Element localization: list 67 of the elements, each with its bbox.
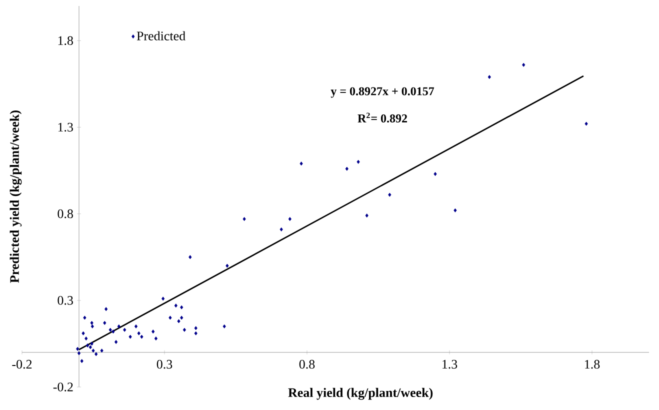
point (242, 217, 246, 222)
point (222, 324, 226, 328)
point (300, 162, 303, 166)
point (194, 326, 198, 330)
x-tick-label: 1.3 (442, 360, 458, 369)
point (180, 316, 184, 320)
point (134, 324, 138, 328)
point (174, 304, 178, 308)
y-tick-label: -0.2 (53, 382, 73, 392)
point (84, 336, 88, 341)
point (90, 320, 94, 325)
point (117, 324, 120, 328)
point (177, 319, 180, 324)
legend-label: Predicted (136, 31, 186, 40)
point (104, 307, 108, 312)
point (92, 348, 95, 353)
point (88, 345, 92, 350)
y-tick-label: 1.3 (58, 122, 73, 132)
point (356, 160, 360, 164)
point (434, 172, 437, 176)
point (137, 331, 140, 336)
point (123, 328, 126, 332)
point (103, 320, 106, 325)
point (226, 264, 229, 268)
point (152, 330, 155, 334)
point (76, 346, 80, 351)
point (128, 334, 132, 339)
point (90, 342, 94, 346)
point (114, 340, 118, 344)
x-tick-label: -0.2 (12, 360, 32, 369)
point (82, 331, 85, 336)
y-tick-label: 0.3 (58, 296, 73, 305)
point (280, 227, 283, 232)
point (188, 255, 192, 260)
point (388, 192, 392, 197)
point (345, 166, 348, 171)
x-tick-label: 0.8 (299, 360, 315, 369)
point (86, 343, 90, 348)
point (112, 330, 115, 334)
point (90, 324, 94, 328)
annotation: R$^{2}$= 0.892 (358, 112, 408, 123)
annotation: y = 0.8927x + 0.0157 (330, 87, 434, 98)
point (584, 122, 588, 126)
point (154, 336, 158, 341)
point (454, 208, 457, 212)
x-tick-label: 0.3 (156, 360, 172, 369)
point (180, 305, 184, 310)
point (77, 351, 81, 356)
point (182, 328, 186, 332)
point (194, 331, 198, 336)
y-axis-title: Predicted yield (kg/plant/week) (10, 110, 22, 283)
x-axis-title: Real yield (kg/plant/week) (288, 388, 433, 400)
point (365, 214, 368, 218)
point (94, 352, 98, 356)
point (100, 348, 104, 353)
point (488, 75, 491, 79)
point (168, 316, 172, 320)
point (80, 359, 84, 364)
point (288, 217, 292, 222)
point (140, 334, 144, 339)
x-tick-label: 1.8 (585, 360, 600, 369)
point (108, 328, 112, 332)
y-tick-label: 1.8 (58, 36, 73, 46)
y-tick-label: 0.8 (58, 209, 73, 218)
point (522, 62, 526, 67)
point (83, 316, 86, 320)
point (162, 296, 165, 301)
